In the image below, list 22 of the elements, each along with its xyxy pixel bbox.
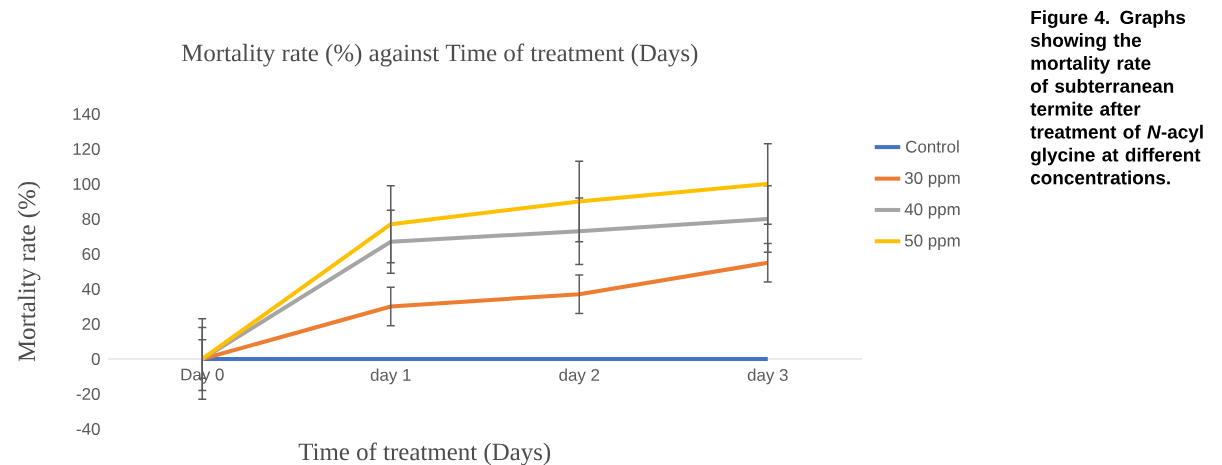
- y-tick-label: -40: [76, 422, 100, 435]
- text: Figure 4. Graphs showing the mortality rate of subterranean termite after treatment of N-acyl glycine at different concentrations.: [1030, 10, 1203, 185]
- y-axis-title: Mortality rate (%): [17, 181, 41, 362]
- y-tick-label: 140: [73, 107, 100, 120]
- x-axis-title: Time of treatment (Days): [298, 442, 551, 465]
- x-tick-label: day 2: [559, 368, 600, 385]
- y-tick-label: 60: [82, 247, 100, 260]
- line-series: [200, 181, 770, 361]
- legend-label: 30 ppm: [904, 171, 960, 188]
- y-tick-label: 100: [73, 177, 100, 190]
- legend-label: 40 ppm: [904, 203, 960, 219]
- legend-label: 50 ppm: [904, 234, 960, 250]
- legend-label: Control: [906, 140, 959, 153]
- y-tick-label: -20: [76, 387, 100, 400]
- y-tick-label: 120: [73, 142, 100, 155]
- chart-title: Mortality rate (%) against Time of treatment (Days): [181, 43, 698, 67]
- y-tick-label: 0: [91, 352, 100, 365]
- y-tick-label: 20: [82, 317, 100, 330]
- y-tick-label: 40: [82, 282, 100, 295]
- x-tick-label: day 3: [747, 368, 788, 385]
- x-tick-label: day 1: [370, 368, 411, 385]
- y-tick-label: 80: [82, 212, 100, 225]
